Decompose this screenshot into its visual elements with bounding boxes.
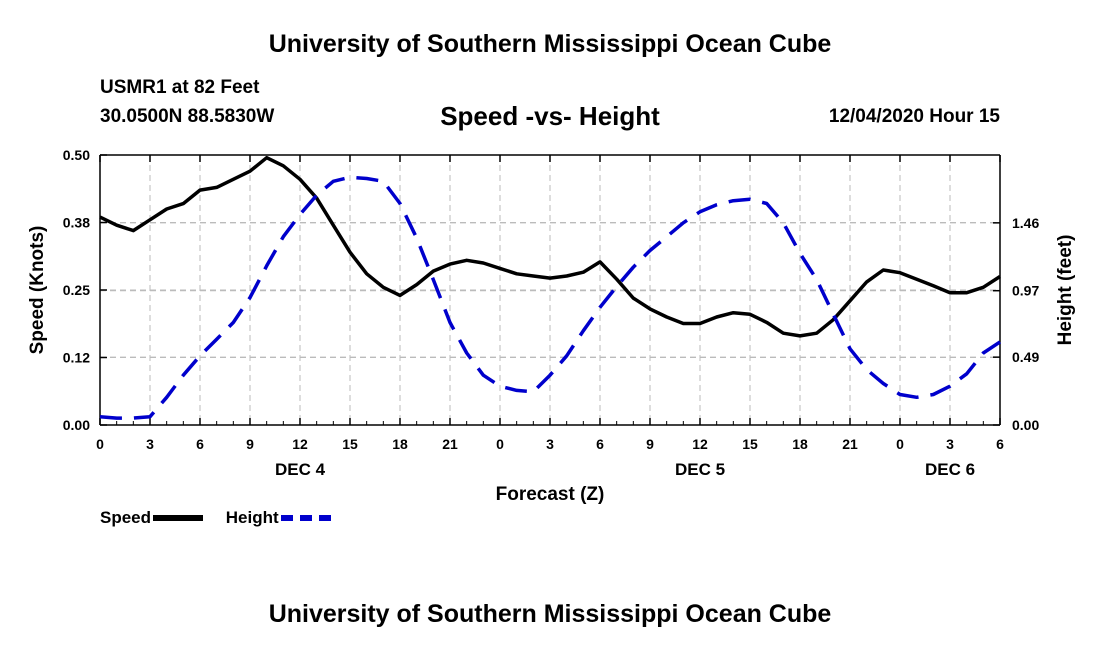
x-tick-label: 6 bbox=[596, 436, 604, 452]
legend-height: Height bbox=[226, 508, 331, 528]
x-day-label: DEC 5 bbox=[675, 460, 725, 479]
x-tick-label: 21 bbox=[842, 436, 858, 452]
legend-height-swatch bbox=[280, 515, 331, 521]
y-tick-label: 0.25 bbox=[63, 282, 90, 298]
x-tick-label: 0 bbox=[896, 436, 904, 452]
y-tick-label: 0.38 bbox=[63, 215, 90, 231]
y-tick-label: 0.00 bbox=[63, 417, 90, 433]
x-tick-label: 3 bbox=[146, 436, 154, 452]
x-tick-label: 0 bbox=[96, 436, 104, 452]
chart-footer-title: University of Southern Mississippi Ocean… bbox=[268, 600, 832, 628]
y2-tick-label: 0.49 bbox=[1012, 349, 1039, 365]
legend-speed-swatch bbox=[153, 515, 204, 521]
legend-height-label: Height bbox=[225, 508, 279, 527]
chart-subtitle: Speed -vs- Height bbox=[440, 101, 660, 131]
x-tick-label: 0 bbox=[496, 436, 504, 452]
y-tick-label: 0.12 bbox=[63, 350, 90, 366]
x-axis-label: Forecast (Z) bbox=[496, 484, 605, 505]
forecast-datetime: 12/04/2020 Hour 15 bbox=[828, 106, 1000, 127]
y2-tick-label: 0.97 bbox=[1012, 283, 1039, 299]
x-tick-label: 18 bbox=[792, 436, 808, 452]
x-tick-label: 15 bbox=[742, 436, 758, 452]
legend-speed-label: Speed bbox=[100, 508, 152, 527]
x-tick-label: 15 bbox=[342, 436, 358, 452]
x-tick-label: 18 bbox=[392, 436, 408, 452]
x-day-label: DEC 4 bbox=[275, 460, 326, 479]
x-tick-label: 3 bbox=[946, 436, 954, 452]
coordinates-label: 30.0500N 88.5830W bbox=[100, 106, 275, 127]
legend: Speed Height bbox=[100, 508, 349, 528]
y2-tick-label: 1.46 bbox=[1012, 215, 1039, 231]
y2-axis-label: Height (feet) bbox=[1055, 235, 1076, 346]
speed-series-line bbox=[99, 155, 1001, 338]
x-tick-label: 3 bbox=[546, 436, 554, 452]
x-tick-label: 6 bbox=[996, 436, 1004, 452]
chart-main-title: University of Southern Mississippi Ocean… bbox=[268, 30, 832, 58]
x-day-label: DEC 6 bbox=[925, 460, 975, 479]
x-tick-label: 21 bbox=[442, 436, 458, 452]
y-axis-label: Speed (Knots) bbox=[27, 226, 48, 355]
y2-tick-label: 0.00 bbox=[1012, 417, 1039, 433]
y-tick-label: 0.50 bbox=[63, 147, 90, 163]
x-tick-label: 12 bbox=[692, 436, 708, 452]
height-series-line bbox=[99, 175, 1001, 420]
x-tick-label: 6 bbox=[196, 436, 204, 452]
legend-speed: Speed bbox=[100, 508, 204, 528]
station-label: USMR1 at 82 Feet bbox=[100, 77, 260, 98]
x-tick-label: 9 bbox=[646, 436, 654, 452]
x-tick-label: 12 bbox=[292, 436, 308, 452]
x-tick-label: 9 bbox=[246, 436, 254, 452]
